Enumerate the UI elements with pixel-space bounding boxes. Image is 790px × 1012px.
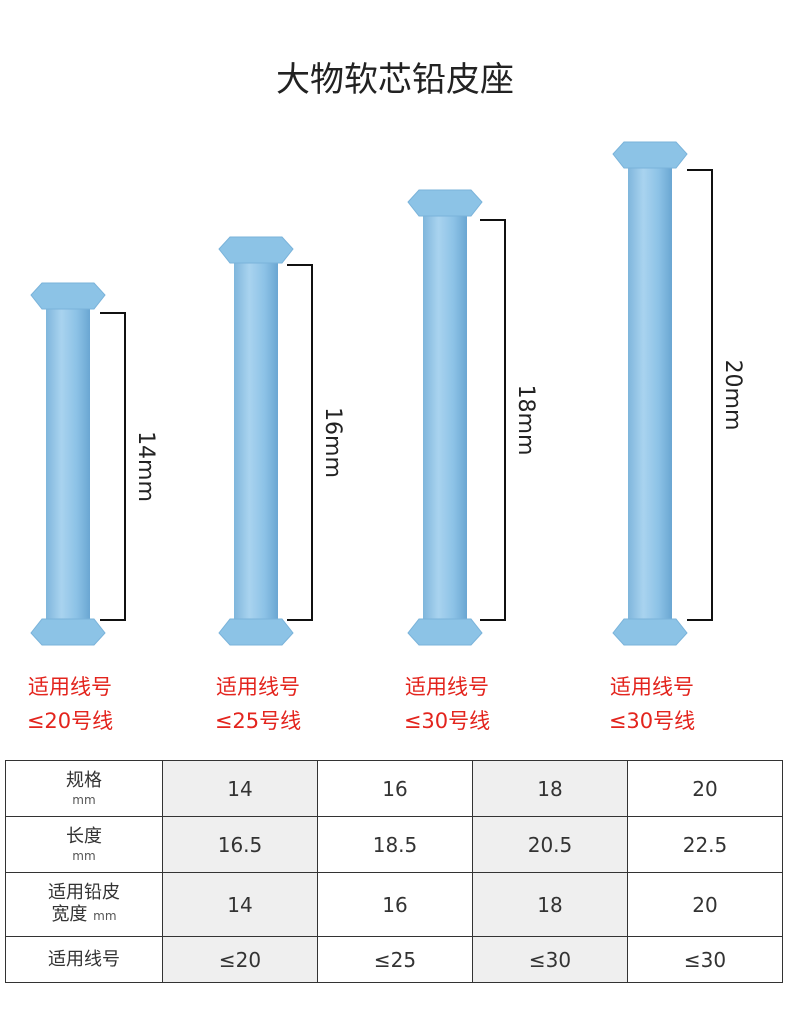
pin-cap xyxy=(407,618,483,646)
row-unit-line: mm xyxy=(6,848,162,863)
table-cell: 16 xyxy=(317,872,473,937)
dimension-bracket xyxy=(687,169,713,621)
caption-line: 适用线号 xyxy=(216,675,300,699)
row-label-text: 宽度 xyxy=(51,904,88,925)
table-cell: ≤30 xyxy=(472,936,628,983)
length-label: 16mm xyxy=(320,407,345,478)
table-cell: 16.5 xyxy=(162,816,318,873)
caption-line: 适用线号 xyxy=(610,675,694,699)
row-label: 宽度 mm xyxy=(6,904,162,927)
length-label: 14mm xyxy=(133,431,158,502)
caption-line: ≤30号线 xyxy=(608,709,696,733)
table-cell: 20 xyxy=(627,760,783,817)
table-row: 适用线号 ≤20 ≤25 ≤30 ≤30 xyxy=(5,936,783,983)
length-label: 18mm xyxy=(513,385,538,456)
dimension-bracket xyxy=(100,312,126,621)
table-cell: 22.5 xyxy=(627,816,783,873)
row-header: 长度 mm xyxy=(5,816,163,873)
table-cell: 18 xyxy=(472,760,628,817)
table-cell: 18.5 xyxy=(317,816,473,873)
table-cell: 14 xyxy=(162,872,318,937)
caption-line: ≤30号线 xyxy=(403,709,491,733)
caption-line: ≤20号线 xyxy=(26,709,114,733)
row-label: 适用铅皮 xyxy=(6,882,162,904)
pin-cap xyxy=(612,141,688,169)
table-cell: 16 xyxy=(317,760,473,817)
caption: 适用线号 ≤30号线 xyxy=(562,670,742,738)
dimension-bracket xyxy=(287,264,313,621)
row-label: 规格 xyxy=(6,770,162,792)
row-unit: mm xyxy=(93,909,117,923)
pin-body xyxy=(46,305,90,623)
table-row: 规格 mm 14 16 18 20 xyxy=(5,760,783,817)
pin-cap xyxy=(218,618,294,646)
caption-line: ≤25号线 xyxy=(214,709,302,733)
row-header: 适用线号 xyxy=(5,936,163,983)
row-label-text: 适用铅皮 xyxy=(48,882,120,903)
spec-table: 规格 mm 14 16 18 20 长度 mm 16.5 18.5 20.5 22.5 适用铅皮 宽度 m… xyxy=(5,760,783,983)
table-cell: ≤25 xyxy=(317,936,473,983)
row-label-text: 规格 xyxy=(66,770,102,791)
row-label-text: 长度 xyxy=(66,826,102,847)
row-header: 规格 mm xyxy=(5,760,163,817)
caption-line: 适用线号 xyxy=(28,675,112,699)
table-row: 适用铅皮 宽度 mm 14 16 18 20 xyxy=(5,872,783,937)
table-cell: ≤20 xyxy=(162,936,318,983)
pin-cap xyxy=(30,282,106,310)
table-cell: 18 xyxy=(472,872,628,937)
row-label-text: 适用线号 xyxy=(48,948,120,970)
pin-cap xyxy=(30,618,106,646)
caption: 适用线号 ≤20号线 xyxy=(0,670,160,738)
caption-line: 适用线号 xyxy=(405,675,489,699)
table-cell: 20.5 xyxy=(472,816,628,873)
row-label: 适用线号 xyxy=(6,949,162,971)
dimension-bracket xyxy=(480,219,506,621)
illustration: 14mm 16mm 18mm 20mm xyxy=(30,141,745,646)
length-label: 20mm xyxy=(720,360,745,431)
pin-cap xyxy=(407,189,483,217)
row-unit: mm xyxy=(72,849,96,863)
row-header: 适用铅皮 宽度 mm xyxy=(5,872,163,937)
pin-cap xyxy=(612,618,688,646)
pin-body xyxy=(423,212,467,623)
table-cell: 20 xyxy=(627,872,783,937)
row-unit-line: mm xyxy=(6,792,162,807)
row-label: 长度 xyxy=(6,826,162,848)
pin-body xyxy=(234,259,278,623)
table-row: 长度 mm 16.5 18.5 20.5 22.5 xyxy=(5,816,783,873)
table-cell: ≤30 xyxy=(627,936,783,983)
row-unit: mm xyxy=(72,793,96,807)
caption: 适用线号 ≤25号线 xyxy=(168,670,348,738)
caption: 适用线号 ≤30号线 xyxy=(357,670,537,738)
title: 大物软芯铅皮座 xyxy=(276,60,514,100)
table-cell: 14 xyxy=(162,760,318,817)
pin-cap xyxy=(218,236,294,264)
pin-body xyxy=(628,164,672,623)
